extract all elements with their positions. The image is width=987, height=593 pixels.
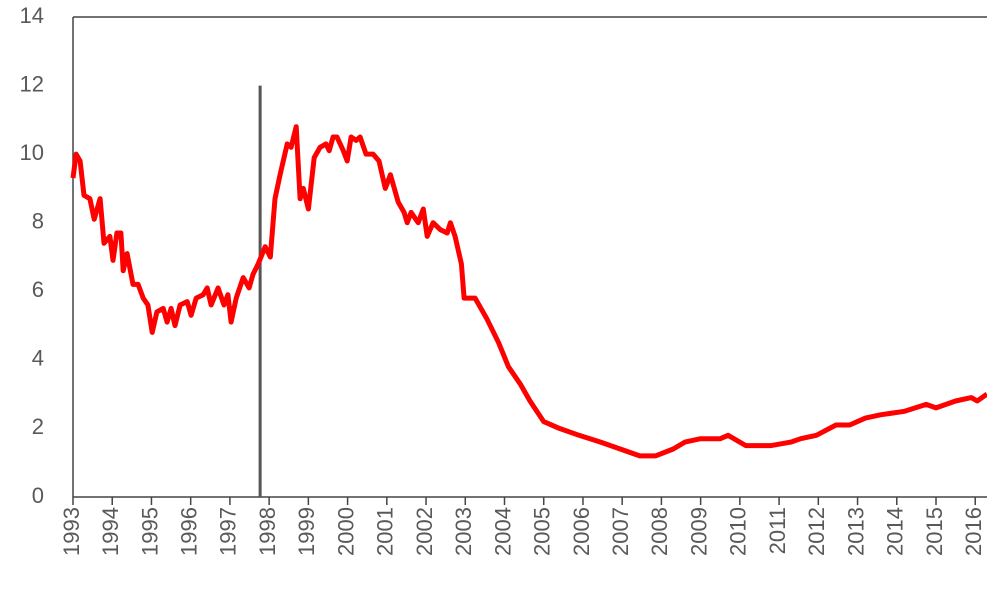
x-tick-label: 1996 (176, 507, 201, 556)
x-tick-label: 2000 (333, 507, 358, 556)
x-tick-label: 2009 (686, 507, 711, 556)
x-tick-label: 2015 (922, 507, 947, 556)
y-tick-label: 12 (20, 71, 44, 96)
x-tick-label: 2002 (412, 507, 437, 556)
y-tick-label: 4 (32, 346, 44, 371)
x-tick-label: 2005 (530, 507, 555, 556)
x-tick-label: 2013 (843, 507, 868, 556)
x-tick-label: 1998 (255, 507, 280, 556)
x-tick-label: 1993 (59, 507, 84, 556)
y-tick-label: 6 (32, 277, 44, 302)
y-tick-label: 14 (20, 3, 44, 28)
x-tick-label: 2001 (373, 507, 398, 556)
x-tick-label: 2003 (451, 507, 476, 556)
x-tick-label: 2011 (765, 507, 790, 554)
x-tick-label: 2008 (647, 507, 672, 556)
y-tick-label: 10 (20, 140, 44, 165)
x-tick-label: 1994 (98, 507, 123, 556)
x-tick-label: 1999 (294, 507, 319, 556)
x-tick-label: 2007 (608, 507, 633, 556)
line-series (70, 124, 987, 459)
x-tick-label: 2010 (726, 507, 751, 556)
x-tick-label: 2016 (961, 507, 986, 556)
x-tick-label: 2012 (804, 507, 829, 556)
x-tick-label: 2014 (883, 507, 908, 556)
x-tick-label: 1997 (216, 507, 241, 556)
y-tick-label: 0 (32, 483, 44, 508)
x-tick-label: 2006 (569, 507, 594, 556)
x-tick-label: 1995 (137, 507, 162, 556)
y-tick-label: 2 (32, 414, 44, 439)
y-tick-label: 8 (32, 209, 44, 234)
x-tick-label: 2004 (490, 507, 515, 556)
